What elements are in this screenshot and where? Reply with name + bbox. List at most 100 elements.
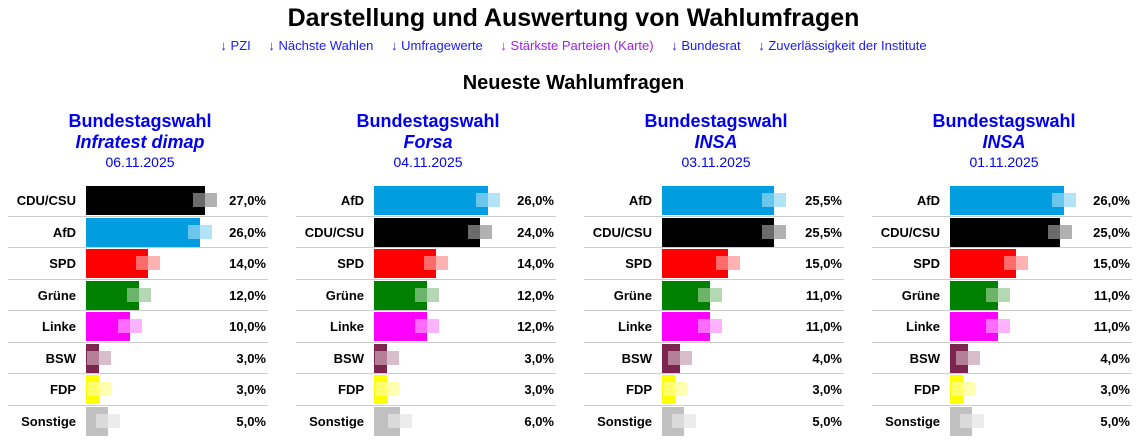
party-row: Grüne 11,0% <box>872 280 1132 311</box>
trend-marker <box>960 413 984 428</box>
party-label: CDU/CSU <box>592 224 652 240</box>
poll-election[interactable]: Bundestagswahl <box>932 111 1076 131</box>
party-label: Linke <box>906 319 940 334</box>
party-row: Linke 11,0% <box>872 311 1132 343</box>
party-row: BSW 3,0% <box>8 343 268 374</box>
party-value: 5,0% <box>812 413 842 429</box>
party-label: SPD <box>337 256 364 271</box>
poll-institute[interactable]: Infratest dimap <box>75 132 205 152</box>
party-bar <box>86 280 139 310</box>
party-value: 11,0% <box>805 319 842 334</box>
party-value: 24,0% <box>517 224 554 240</box>
poll-header[interactable]: Bundestagswahl Forsa 04.11.2025 <box>328 111 528 172</box>
party-row: Sonstige 5,0% <box>8 406 268 438</box>
party-row: CDU/CSU 27,0% <box>8 185 268 217</box>
party-value: 12,0% <box>517 287 554 303</box>
party-value: 11,0% <box>1093 287 1130 303</box>
page-title: Darstellung und Auswertung von Wahlumfra… <box>287 4 860 32</box>
party-row: BSW 3,0% <box>296 343 556 374</box>
party-bar <box>86 217 201 247</box>
section-title: Neueste Wahlumfragen <box>462 72 685 94</box>
poll-date: 01.11.2025 <box>969 154 1039 170</box>
nav-link-zuverlaessigkeit[interactable]: ↓ Zuverlässigkeit der Institute <box>758 38 927 53</box>
party-label: BSW <box>45 350 76 366</box>
poll-header[interactable]: Bundestagswahl Infratest dimap 06.11.202… <box>40 111 240 172</box>
party-bar <box>86 406 108 436</box>
party-row: CDU/CSU 25,5% <box>584 217 844 248</box>
party-value: 25,5% <box>805 193 842 208</box>
trend-marker <box>1048 224 1072 239</box>
trend-marker <box>476 193 501 207</box>
party-row: Grüne 12,0% <box>8 280 268 311</box>
party-value: 26,0% <box>517 193 554 208</box>
nav-link-staerkste-parteien[interactable]: ↓ Stärkste Parteien (Karte) <box>500 38 654 53</box>
trend-marker <box>87 382 112 396</box>
nav-link-umfragewerte[interactable]: ↓ Umfragewerte <box>391 38 483 53</box>
party-label: Grüne <box>325 287 364 303</box>
poll-election[interactable]: Bundestagswahl <box>644 111 788 131</box>
trend-marker <box>1052 193 1077 207</box>
party-bar <box>950 375 964 404</box>
nav-link-bundesrat[interactable]: ↓ Bundesrat <box>671 38 741 53</box>
party-bar <box>950 343 968 373</box>
party-label: AfD <box>340 193 364 208</box>
nav-link-pzi[interactable]: ↓ PZI <box>220 38 251 53</box>
party-bar <box>950 249 1016 278</box>
poll-header[interactable]: Bundestagswahl INSA 03.11.2025 <box>616 111 816 172</box>
party-bar <box>662 375 676 404</box>
party-row: SPD 15,0% <box>584 248 844 280</box>
party-row: AfD 26,0% <box>872 185 1132 217</box>
nav-link-naechste-wahlen[interactable]: ↓ Nächste Wahlen <box>268 38 374 53</box>
trend-marker <box>698 319 723 333</box>
party-label: FDP <box>338 382 364 397</box>
party-bar <box>662 186 775 215</box>
party-row: FDP 3,0% <box>872 374 1132 406</box>
party-value: 25,0% <box>1093 224 1130 240</box>
party-bar <box>662 280 711 310</box>
poll-card: Bundestagswahl INSA 03.11.2025 AfD 25,5%… <box>576 111 856 436</box>
trend-marker <box>118 319 142 333</box>
poll-election[interactable]: Bundestagswahl <box>356 111 500 131</box>
party-label: Sonstige <box>885 413 940 429</box>
party-row: Sonstige 6,0% <box>296 406 556 438</box>
party-bar <box>662 249 728 278</box>
poll-election[interactable]: Bundestagswahl <box>68 111 212 131</box>
party-row: FDP 3,0% <box>296 374 556 406</box>
party-label: Grüne <box>37 287 76 303</box>
party-value: 27,0% <box>229 193 266 208</box>
party-row: SPD 15,0% <box>872 248 1132 280</box>
party-value: 3,0% <box>236 350 266 366</box>
party-bar <box>950 406 972 436</box>
party-label: CDU/CSU <box>304 224 364 240</box>
party-value: 4,0% <box>1100 350 1130 366</box>
poll-institute[interactable]: INSA <box>694 132 738 152</box>
trend-marker <box>414 287 439 302</box>
poll-date: 03.11.2025 <box>681 154 751 170</box>
party-label: Sonstige <box>21 413 76 429</box>
party-value: 11,0% <box>1093 319 1130 334</box>
poll-date: 04.11.2025 <box>393 154 463 170</box>
party-bar <box>374 375 388 404</box>
poll-card: Bundestagswahl Infratest dimap 06.11.202… <box>0 111 280 436</box>
party-row: BSW 4,0% <box>584 343 844 374</box>
party-value: 5,0% <box>236 413 266 429</box>
party-value: 26,0% <box>229 224 266 240</box>
party-value: 3,0% <box>1100 382 1130 397</box>
poll-header[interactable]: Bundestagswahl INSA 01.11.2025 <box>904 111 1104 172</box>
poll-institute[interactable]: Forsa <box>403 132 453 152</box>
party-row: Grüne 11,0% <box>584 280 844 311</box>
party-row: AfD 26,0% <box>8 217 268 248</box>
party-bar <box>662 406 684 436</box>
party-row: Linke 12,0% <box>296 311 556 343</box>
poll-institute[interactable]: INSA <box>982 132 1026 152</box>
trend-marker <box>388 413 413 428</box>
party-label: BSW <box>333 350 364 366</box>
trend-marker <box>1004 256 1028 270</box>
party-value: 25,5% <box>805 224 842 240</box>
party-row: SPD 14,0% <box>8 248 268 280</box>
party-bar <box>662 217 775 247</box>
party-row: Linke 11,0% <box>584 311 844 343</box>
trend-marker <box>762 224 787 239</box>
trend-marker <box>762 193 787 207</box>
party-label: SPD <box>625 256 652 271</box>
